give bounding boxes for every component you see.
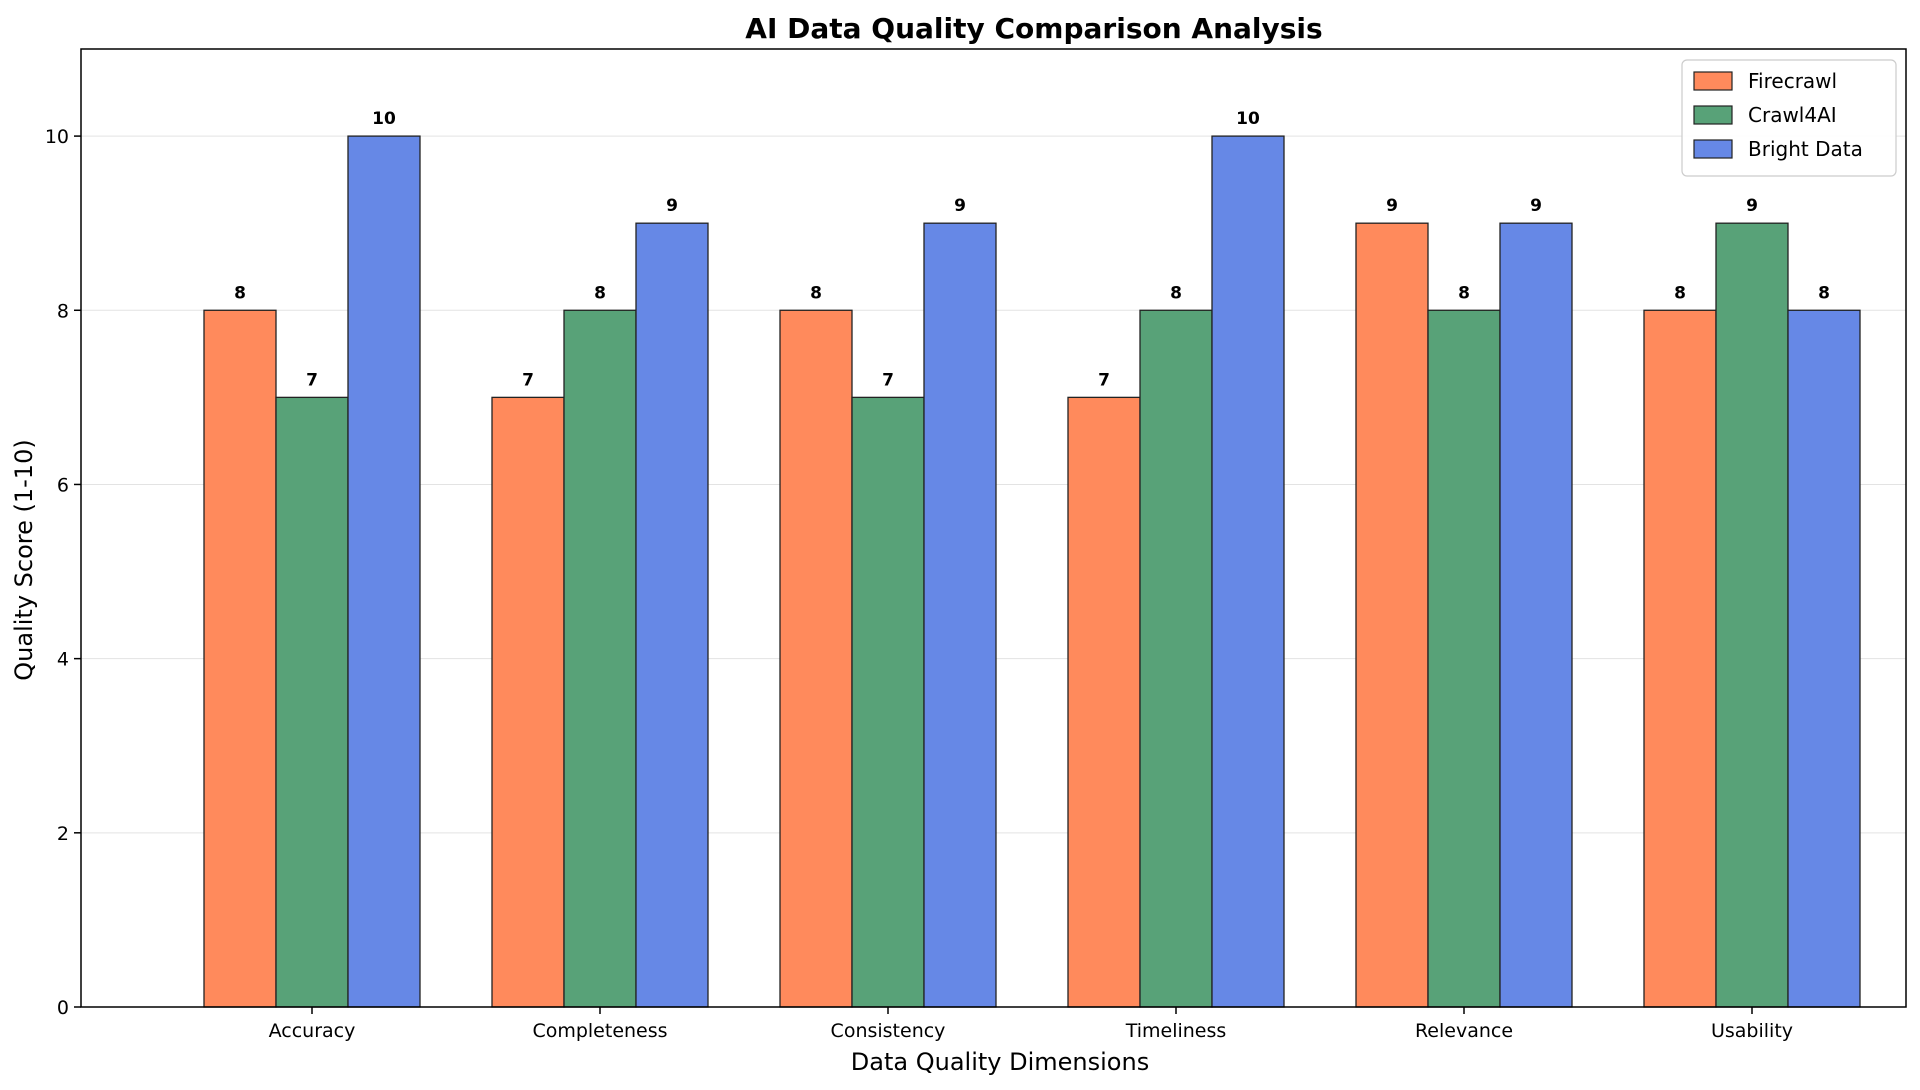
bar [1427, 309, 1501, 1008]
data-label: 8 [1458, 283, 1470, 303]
chart-title: AI Data Quality Comparison Analysis [745, 12, 1322, 45]
legend-entry: Bright Data [1748, 137, 1863, 161]
data-label: 8 [1170, 283, 1182, 303]
data-label: 7 [306, 370, 318, 390]
legend-box [1681, 59, 1897, 177]
bar [1787, 309, 1861, 1008]
x-tick-label: Completeness [532, 1020, 667, 1042]
legend: Firecrawl Crawl4AI Bright Data [1681, 59, 1897, 177]
bar [1355, 222, 1429, 1008]
data-label: 7 [1098, 370, 1110, 390]
plot-area-frame [80, 48, 1907, 1008]
x-tick-label: Usability [1711, 1020, 1793, 1042]
data-labels: 8 7 10 7 8 9 8 7 9 7 8 10 9 8 9 8 9 8 [234, 109, 1830, 390]
data-label: 9 [1530, 196, 1542, 216]
data-label: 10 [1236, 109, 1260, 129]
bar [275, 396, 349, 1008]
bar [923, 222, 997, 1008]
bar [779, 309, 853, 1008]
data-label: 8 [810, 283, 822, 303]
data-label: 9 [1386, 196, 1398, 216]
bar [851, 396, 925, 1008]
data-label: 7 [522, 370, 534, 390]
bars [203, 135, 1861, 1008]
data-label: 9 [954, 196, 966, 216]
y-tick-label: 6 [57, 474, 69, 496]
bar [1139, 309, 1213, 1008]
y-tick-label: 4 [57, 649, 69, 671]
x-tick-label: Consistency [831, 1020, 946, 1042]
data-label: 10 [372, 109, 396, 129]
bar [491, 396, 565, 1008]
data-label: 8 [594, 283, 606, 303]
x-axis: Accuracy Completeness Consistency Timelines… [269, 1007, 1793, 1042]
bar [635, 222, 709, 1008]
bar [1715, 222, 1789, 1008]
legend-entry: Crawl4AI [1748, 103, 1837, 127]
data-label: 8 [234, 283, 246, 303]
data-label: 8 [1674, 283, 1686, 303]
y-tick-label: 8 [57, 300, 69, 322]
bar [1211, 135, 1285, 1008]
x-tick-label: Relevance [1415, 1020, 1513, 1042]
legend-swatch [1693, 105, 1733, 125]
x-tick-label: Timeliness [1125, 1020, 1227, 1042]
bar [563, 309, 637, 1008]
bar [347, 135, 421, 1008]
y-tick-label: 10 [45, 126, 69, 148]
y-tick-label: 0 [57, 997, 69, 1019]
data-label: 8 [1818, 283, 1830, 303]
x-tick-label: Accuracy [269, 1020, 356, 1042]
bar [1643, 309, 1717, 1008]
y-axis-label: Quality Score (1-10) [10, 439, 38, 680]
data-label: 9 [666, 196, 678, 216]
x-axis-label: Data Quality Dimensions [851, 1048, 1149, 1076]
y-tick-label: 2 [57, 823, 69, 845]
bar [1067, 396, 1141, 1008]
data-label: 9 [1746, 196, 1758, 216]
legend-swatch [1693, 139, 1733, 159]
y-axis: 0 2 4 6 8 10 [45, 126, 81, 1019]
legend-swatch [1693, 71, 1733, 91]
legend-entry: Firecrawl [1748, 69, 1837, 93]
bar [203, 309, 277, 1008]
data-label: 7 [882, 370, 894, 390]
bar [1499, 222, 1573, 1008]
